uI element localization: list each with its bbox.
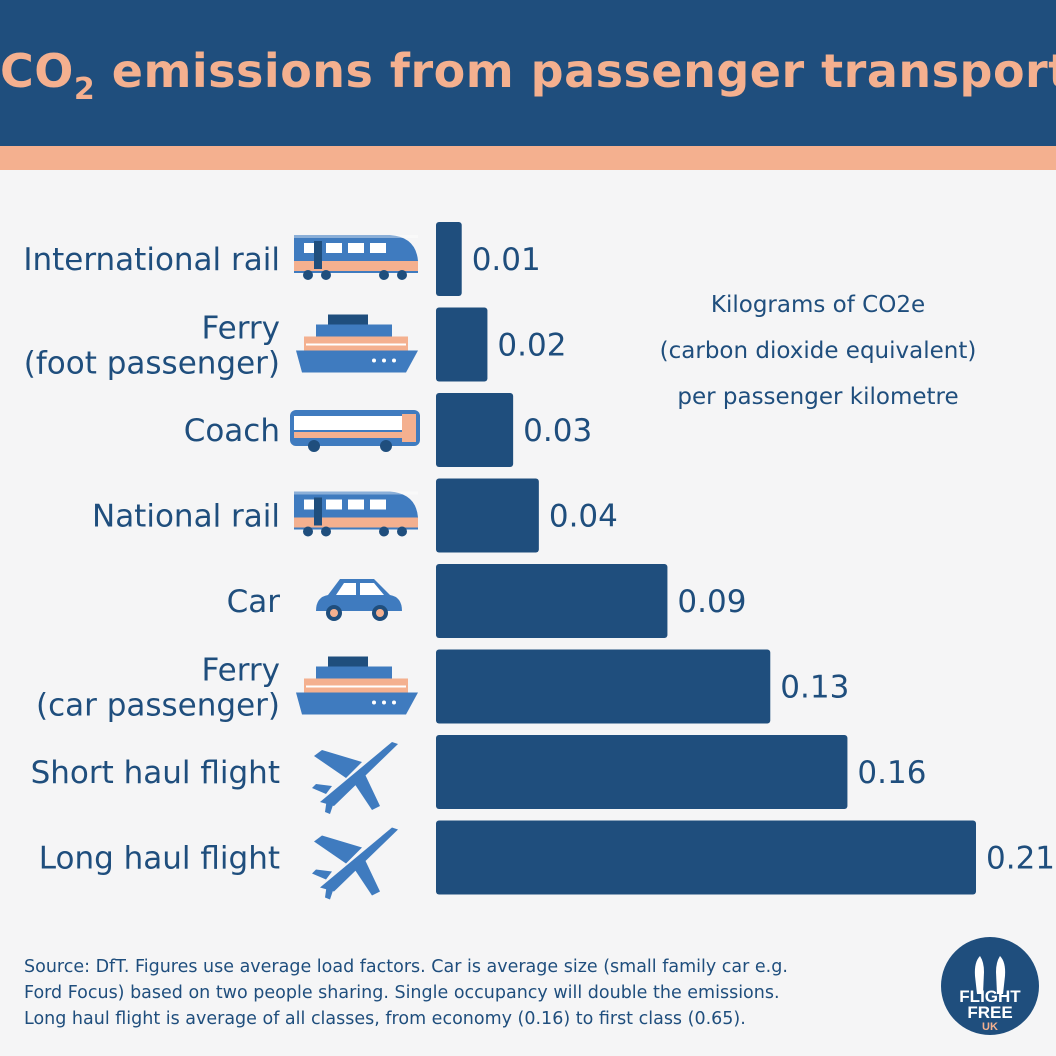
- bar-chart: 0.01 International rail 0.02 Ferry (foot pas…: [23, 222, 1055, 900]
- airplane-icon: [312, 827, 398, 900]
- bar: [436, 222, 462, 296]
- category-label: National rail: [92, 499, 280, 535]
- bar: [436, 649, 771, 724]
- svg-text:UK: UK: [982, 1021, 998, 1033]
- bar: [436, 393, 514, 467]
- airplane-icon: [312, 742, 398, 814]
- data-label: 0.03: [523, 413, 592, 449]
- data-label: 0.02: [497, 328, 566, 364]
- source-line-1: Source: DfT. Figures use average load fa…: [24, 957, 788, 977]
- bar: [436, 564, 668, 638]
- ferry-icon: [296, 314, 418, 373]
- category-label: Car: [227, 584, 281, 620]
- bar: [436, 307, 488, 382]
- unit-line-2: (carbon dioxide equivalent): [659, 338, 977, 364]
- svg-text:FREE: FREE: [967, 1003, 1012, 1022]
- car-icon: [316, 579, 402, 621]
- header-stripe: [0, 146, 1056, 170]
- flight-free-uk-logo[interactable]: FLIGHT FREE UK: [940, 936, 1040, 1036]
- source-line-3: Long haul flight is average of all class…: [24, 1009, 746, 1029]
- train-icon: [294, 491, 418, 537]
- category-label: International rail: [23, 242, 280, 278]
- ferry-icon: [296, 656, 418, 715]
- bar: [436, 735, 848, 809]
- chart-title: CO2 emissions from passenger transport: [0, 44, 1056, 107]
- category-label: Ferry (foot passenger): [24, 311, 280, 382]
- header-banner: [0, 0, 1056, 146]
- data-label: 0.13: [780, 670, 849, 706]
- unit-annotation: Kilograms of CO2e (carbon dioxide equiva…: [610, 282, 1026, 420]
- data-label: 0.04: [549, 499, 618, 535]
- bar: [436, 820, 976, 895]
- source-line-2: Ford Focus) based on two people sharing.…: [24, 983, 780, 1003]
- category-label: Long haul flight: [39, 841, 280, 877]
- category-label: Short haul flight: [31, 755, 280, 791]
- unit-line-3: per passenger kilometre: [677, 384, 959, 410]
- source-note: Source: DfT. Figures use average load fa…: [24, 954, 924, 1032]
- data-label: 0.16: [857, 755, 926, 791]
- unit-line-1: Kilograms of CO2e: [710, 292, 926, 318]
- svg-text:FLIGHT: FLIGHT: [959, 987, 1021, 1006]
- category-label: Ferry (car passenger): [36, 653, 280, 724]
- train-icon: [294, 235, 418, 280]
- data-label: 0.21: [986, 841, 1055, 877]
- category-label: Coach: [184, 413, 280, 449]
- bar: [436, 478, 539, 553]
- data-label: 0.09: [677, 584, 746, 620]
- bus-icon: [290, 410, 420, 452]
- data-label: 0.01: [472, 242, 541, 278]
